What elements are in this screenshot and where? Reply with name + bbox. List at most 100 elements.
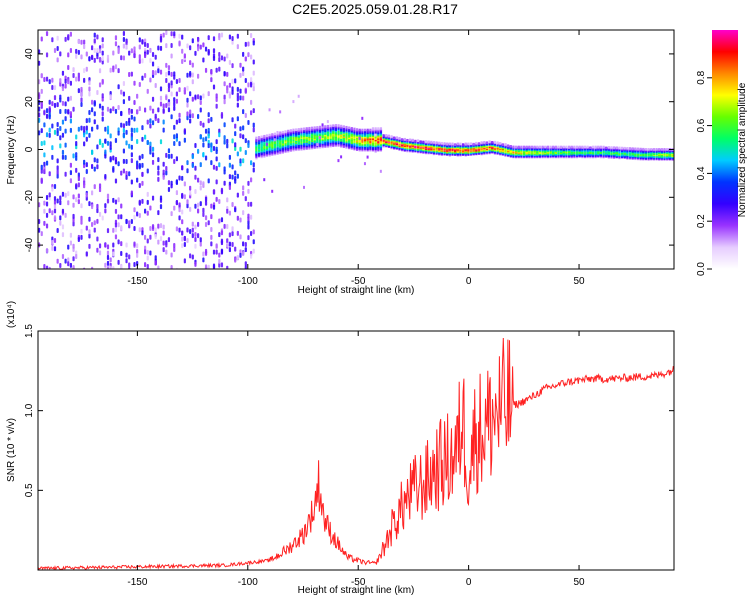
heatmap-cell [252, 108, 255, 114]
heatmap-cell [43, 140, 46, 146]
heatmap-cell [318, 145, 322, 149]
heatmap-cell [329, 131, 332, 135]
heatmap-cell [621, 146, 624, 150]
heatmap-cell [162, 174, 165, 180]
heatmap-cell [326, 132, 330, 135]
heatmap-cell [316, 143, 319, 147]
heatmap-cell [273, 151, 277, 154]
heatmap-cell [605, 146, 608, 150]
heatmap-cell [300, 146, 303, 150]
heatmap-cell [144, 107, 147, 113]
heatmap-cell [329, 141, 332, 145]
heatmap-cell [340, 143, 343, 147]
heatmap-cell [546, 145, 549, 149]
heatmap-cell [263, 140, 266, 144]
heatmap-cell [165, 166, 168, 172]
heatmap-cell [53, 183, 57, 189]
heatmap-cell [212, 204, 216, 210]
heatmap-cell [67, 52, 70, 58]
heatmap-cell [268, 138, 271, 141]
heatmap-cell [138, 54, 141, 60]
heatmap-cell [104, 138, 107, 144]
heatmap-cell [91, 222, 94, 228]
heatmap-cell [250, 201, 253, 207]
heatmap-cell [239, 133, 242, 139]
heatmap-cell [228, 184, 231, 190]
heatmap-cell [242, 241, 245, 247]
heatmap-cell [101, 105, 104, 111]
heatmap-cell [234, 268, 236, 269]
heatmap-cell [369, 137, 372, 140]
heatmap-cell [165, 62, 168, 68]
heatmap-cell [242, 109, 245, 115]
heatmap-cell [342, 131, 345, 134]
heatmap-cell [265, 147, 269, 150]
heatmap-cell [194, 142, 197, 148]
heatmap-cell [276, 130, 279, 134]
heatmap-cell [98, 183, 102, 189]
heatmap-cell [40, 164, 43, 170]
heatmap-cell [114, 159, 118, 165]
heatmap-cell [313, 145, 316, 148]
heatmap-cell [114, 227, 118, 233]
heatmap-cell [332, 134, 335, 137]
heatmap-cell [38, 130, 41, 136]
heatmap-cell [72, 106, 75, 112]
heatmap-cell [130, 218, 133, 224]
heatmap-cell [379, 128, 383, 132]
heatmap-cell [104, 242, 107, 248]
heatmap-cell [104, 203, 107, 209]
heatmap-cell [136, 93, 139, 99]
heatmap-cell [69, 127, 72, 133]
heatmap-cell [48, 266, 51, 269]
heatmap-cell [295, 147, 298, 150]
heatmap-cell [663, 148, 666, 151]
heatmap-cell [128, 95, 131, 101]
heatmap-cell [40, 168, 43, 174]
heatmap-cell [88, 80, 91, 86]
heatmap-cell [273, 149, 277, 153]
heatmap-cell [313, 139, 316, 142]
heatmap-cell [316, 128, 319, 132]
heatmap-cell [173, 205, 176, 211]
heatmap-cell [149, 225, 152, 231]
heatmap-cell [130, 114, 133, 120]
heatmap-cell [189, 185, 192, 191]
heatmap-cell [303, 131, 306, 135]
heatmap-cell [45, 160, 49, 166]
heatmap-cell [321, 126, 324, 130]
heatmap-cell [324, 136, 327, 140]
heatmap-cell [218, 162, 221, 168]
heatmap-cell [326, 140, 330, 144]
heatmap-cell [353, 129, 356, 132]
heatmap-cell [210, 203, 213, 209]
heatmap-cell [255, 140, 258, 144]
heatmap-cell [276, 150, 279, 154]
heatmap-cell [138, 37, 141, 43]
heatmap-cell [268, 140, 271, 144]
heatmap-cell [48, 107, 51, 113]
heatmap-cell [77, 126, 80, 132]
heatmap-cell [295, 134, 298, 137]
heatmap-cell [43, 77, 46, 83]
heatmap-cell [136, 164, 139, 170]
heatmap-cell [281, 133, 284, 137]
heatmap-cell [228, 247, 231, 253]
heatmap-cell [652, 148, 655, 151]
heatmap-cell [472, 142, 475, 146]
heatmap-cell [128, 50, 131, 56]
heatmap-cell [321, 136, 324, 140]
heatmap-cell [212, 164, 216, 170]
heatmap-cell [159, 204, 163, 210]
heatmap-cell [340, 136, 343, 139]
heatmap-cell [154, 260, 157, 266]
heatmap-cell [223, 94, 226, 100]
heatmap-cell [226, 208, 229, 214]
heatmap-cell [257, 137, 261, 141]
heatmap-cell [109, 133, 112, 139]
heatmap-cell [128, 109, 131, 115]
heatmap-cell [334, 131, 337, 134]
heatmap-cell [268, 148, 271, 151]
heatmap-cell [340, 144, 343, 148]
heatmap-cell [64, 83, 67, 89]
